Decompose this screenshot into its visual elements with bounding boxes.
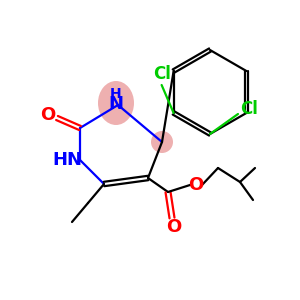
Text: H: H [110, 87, 122, 101]
Ellipse shape [98, 81, 134, 125]
Text: O: O [167, 218, 182, 236]
Text: O: O [188, 176, 204, 194]
Text: HN: HN [52, 151, 82, 169]
Text: O: O [40, 106, 56, 124]
Text: Cl: Cl [240, 100, 258, 118]
Circle shape [151, 131, 173, 153]
Text: N: N [109, 95, 124, 113]
Text: Cl: Cl [153, 65, 171, 83]
